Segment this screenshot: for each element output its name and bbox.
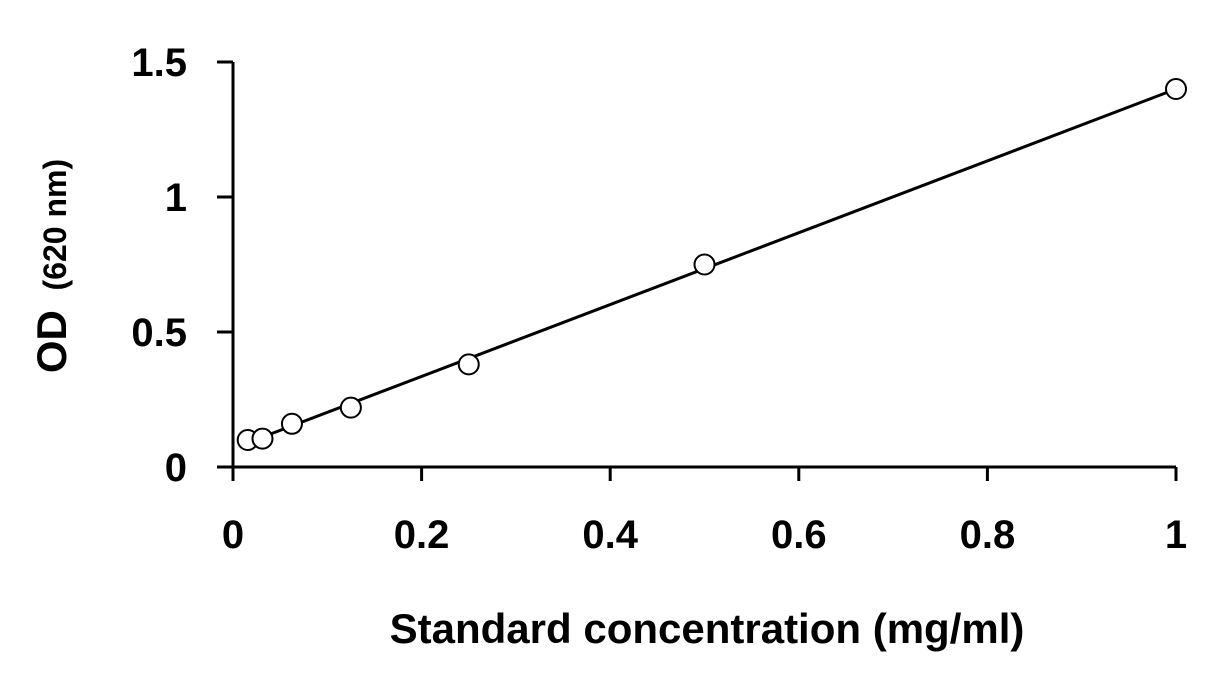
y-tick-label: 0 bbox=[165, 446, 187, 490]
x-ticks: 0 0.2 0.4 0.6 0.8 1 bbox=[222, 467, 1187, 557]
x-tick-label: 0.4 bbox=[582, 513, 638, 557]
data-point bbox=[280, 412, 303, 435]
x-tick-label: 1 bbox=[1165, 513, 1187, 557]
data-point bbox=[1165, 78, 1187, 100]
y-axis-title-main: OD bbox=[28, 310, 75, 373]
y-tick-label: 1 bbox=[165, 176, 187, 220]
data-point bbox=[251, 427, 274, 450]
x-axis-title: Standard concentration (mg/ml) bbox=[390, 605, 1025, 652]
data-points bbox=[236, 78, 1187, 451]
y-tick-label: 1.5 bbox=[131, 41, 187, 85]
data-point bbox=[339, 396, 362, 419]
data-point bbox=[457, 353, 480, 376]
data-point bbox=[693, 253, 716, 276]
axes bbox=[217, 62, 1176, 469]
x-tick-label: 0 bbox=[222, 513, 244, 557]
y-tick-label: 0.5 bbox=[131, 311, 187, 355]
y-axis-title-unit: (620 nm) bbox=[37, 159, 73, 291]
y-ticks: 0 0.5 1 1.5 bbox=[131, 41, 233, 490]
x-tick-label: 0.6 bbox=[771, 513, 827, 557]
x-tick-label: 0.2 bbox=[394, 513, 450, 557]
x-tick-label: 0.8 bbox=[960, 513, 1016, 557]
y-axis-title: OD (620 nm) bbox=[28, 159, 75, 373]
